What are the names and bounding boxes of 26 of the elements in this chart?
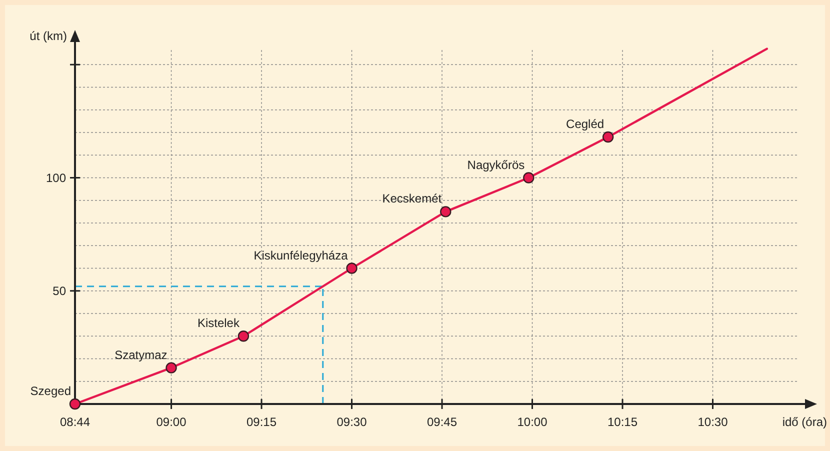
point [69, 398, 81, 410]
point [602, 131, 614, 143]
point [523, 172, 534, 184]
annotation: Kecskemét [382, 192, 442, 206]
point [346, 262, 358, 274]
annotation: Kiskunfélegyháza [254, 248, 348, 262]
annotation: Szeged [30, 384, 71, 398]
x-tick-label: 10:30 [698, 415, 728, 429]
point [440, 206, 452, 218]
annotation: Kistelek [197, 316, 240, 330]
x-tick-label: 10:00 [517, 415, 548, 429]
x-tick-label: 09:30 [336, 415, 368, 429]
y-axis-title: út (km) [30, 29, 67, 43]
annotation: Cegléd [566, 117, 604, 132]
x-tick-label: 10:15 [607, 415, 638, 429]
annotation: Nagykőrös [467, 158, 525, 172]
point [166, 362, 177, 374]
x-tick-label: 09:00 [156, 415, 187, 429]
annotation: Szatymaz [114, 348, 168, 362]
x-axis-title: idő (óra) [782, 415, 827, 429]
point [238, 330, 250, 342]
x-tick-label: 08:44 [60, 415, 90, 429]
x-tick-label: 09:45 [427, 415, 458, 429]
y-tick-label: 100 [46, 170, 66, 185]
x-tick-label: 09:15 [246, 415, 277, 429]
y-tick-label: 50 [52, 284, 66, 298]
